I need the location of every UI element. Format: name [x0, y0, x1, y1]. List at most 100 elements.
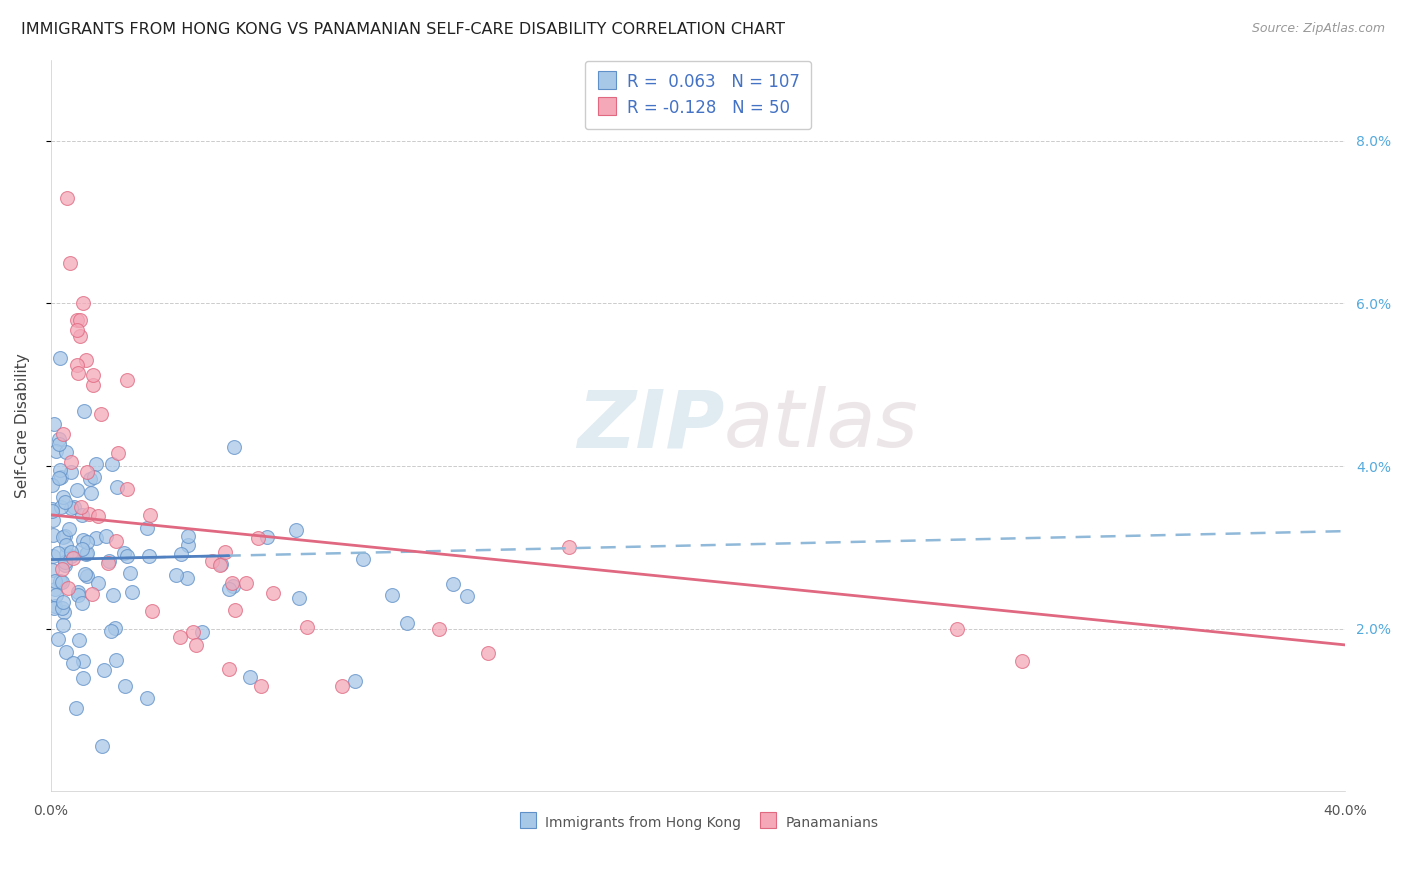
Point: [56, 191, 79, 205]
Point: [45, 588, 67, 602]
Point: [104, 621, 127, 635]
Point: [60, 465, 83, 479]
Text: ZIP: ZIP: [576, 386, 724, 465]
Point: [49, 351, 72, 366]
Point: [80, 587, 103, 601]
Point: [52, 426, 75, 441]
Point: [70, 596, 93, 610]
Point: [44, 599, 66, 613]
Point: [169, 630, 191, 644]
Point: [72, 508, 94, 523]
Point: [330, 679, 353, 693]
Point: [49, 500, 72, 514]
Point: [138, 508, 160, 522]
Point: [135, 690, 157, 705]
Point: [52, 490, 75, 504]
Point: [224, 602, 246, 616]
Point: [72, 654, 94, 668]
Y-axis label: Self-Care Disability: Self-Care Disability: [15, 353, 30, 498]
Point: [72, 296, 94, 310]
Point: [66, 367, 89, 381]
Point: [55, 528, 77, 542]
Point: [177, 529, 200, 543]
Point: [48, 432, 70, 446]
Point: [76, 569, 98, 583]
Text: Source: ZipAtlas.com: Source: ZipAtlas.com: [1251, 22, 1385, 36]
Point: [51, 562, 73, 576]
Point: [55, 538, 77, 552]
Point: [112, 546, 135, 560]
Point: [76, 465, 98, 479]
Point: [75, 353, 97, 368]
Point: [90, 407, 112, 421]
Point: [352, 552, 374, 566]
Point: [250, 679, 273, 693]
Point: [170, 547, 193, 561]
Point: [285, 523, 308, 537]
Point: [344, 674, 367, 689]
Point: [101, 588, 124, 602]
Point: [60, 501, 83, 516]
Point: [214, 545, 236, 559]
Point: [201, 554, 224, 568]
Point: [84, 531, 107, 545]
Point: [53, 558, 76, 572]
Point: [115, 373, 138, 387]
Point: [72, 533, 94, 548]
Point: [235, 576, 257, 591]
Point: [557, 541, 579, 555]
Point: [176, 571, 198, 585]
Point: [73, 403, 96, 417]
Point: [48, 471, 70, 485]
Point: [135, 521, 157, 535]
Text: IMMIGRANTS FROM HONG KONG VS PANAMANIAN SELF-CARE DISABILITY CORRELATION CHART: IMMIGRANTS FROM HONG KONG VS PANAMANIAN …: [21, 22, 785, 37]
Point: [114, 679, 136, 693]
Point: [141, 604, 163, 618]
Point: [66, 483, 89, 497]
Point: [69, 500, 91, 514]
Point: [56, 582, 79, 596]
Point: [76, 535, 98, 549]
Point: [87, 575, 110, 590]
Point: [41, 549, 63, 564]
Point: [90, 739, 112, 754]
Point: [55, 645, 77, 659]
Point: [288, 591, 311, 605]
Point: [69, 329, 91, 343]
Point: [100, 457, 122, 471]
Point: [51, 574, 73, 589]
Point: [181, 625, 204, 640]
Point: [107, 446, 129, 460]
Point: [67, 588, 90, 602]
Point: [82, 377, 104, 392]
Point: [73, 567, 96, 582]
Point: [65, 358, 87, 372]
Point: [221, 575, 243, 590]
Point: [83, 470, 105, 484]
Point: [60, 545, 83, 559]
Point: [247, 531, 270, 545]
Point: [41, 563, 63, 577]
Point: [53, 495, 76, 509]
Point: [59, 549, 82, 564]
Point: [396, 615, 419, 630]
Point: [53, 554, 76, 568]
Point: [66, 323, 89, 337]
Point: [222, 579, 245, 593]
Point: [98, 554, 121, 568]
Point: [49, 469, 72, 483]
Point: [117, 483, 139, 497]
Point: [41, 501, 63, 516]
Point: [84, 457, 107, 471]
Point: [66, 312, 89, 326]
Point: [186, 638, 208, 652]
Point: [62, 550, 84, 565]
Point: [208, 558, 231, 573]
Point: [86, 508, 108, 523]
Point: [239, 670, 262, 684]
Point: [118, 566, 141, 580]
Point: [69, 312, 91, 326]
Point: [75, 547, 97, 561]
Point: [48, 546, 70, 560]
Point: [41, 478, 63, 492]
